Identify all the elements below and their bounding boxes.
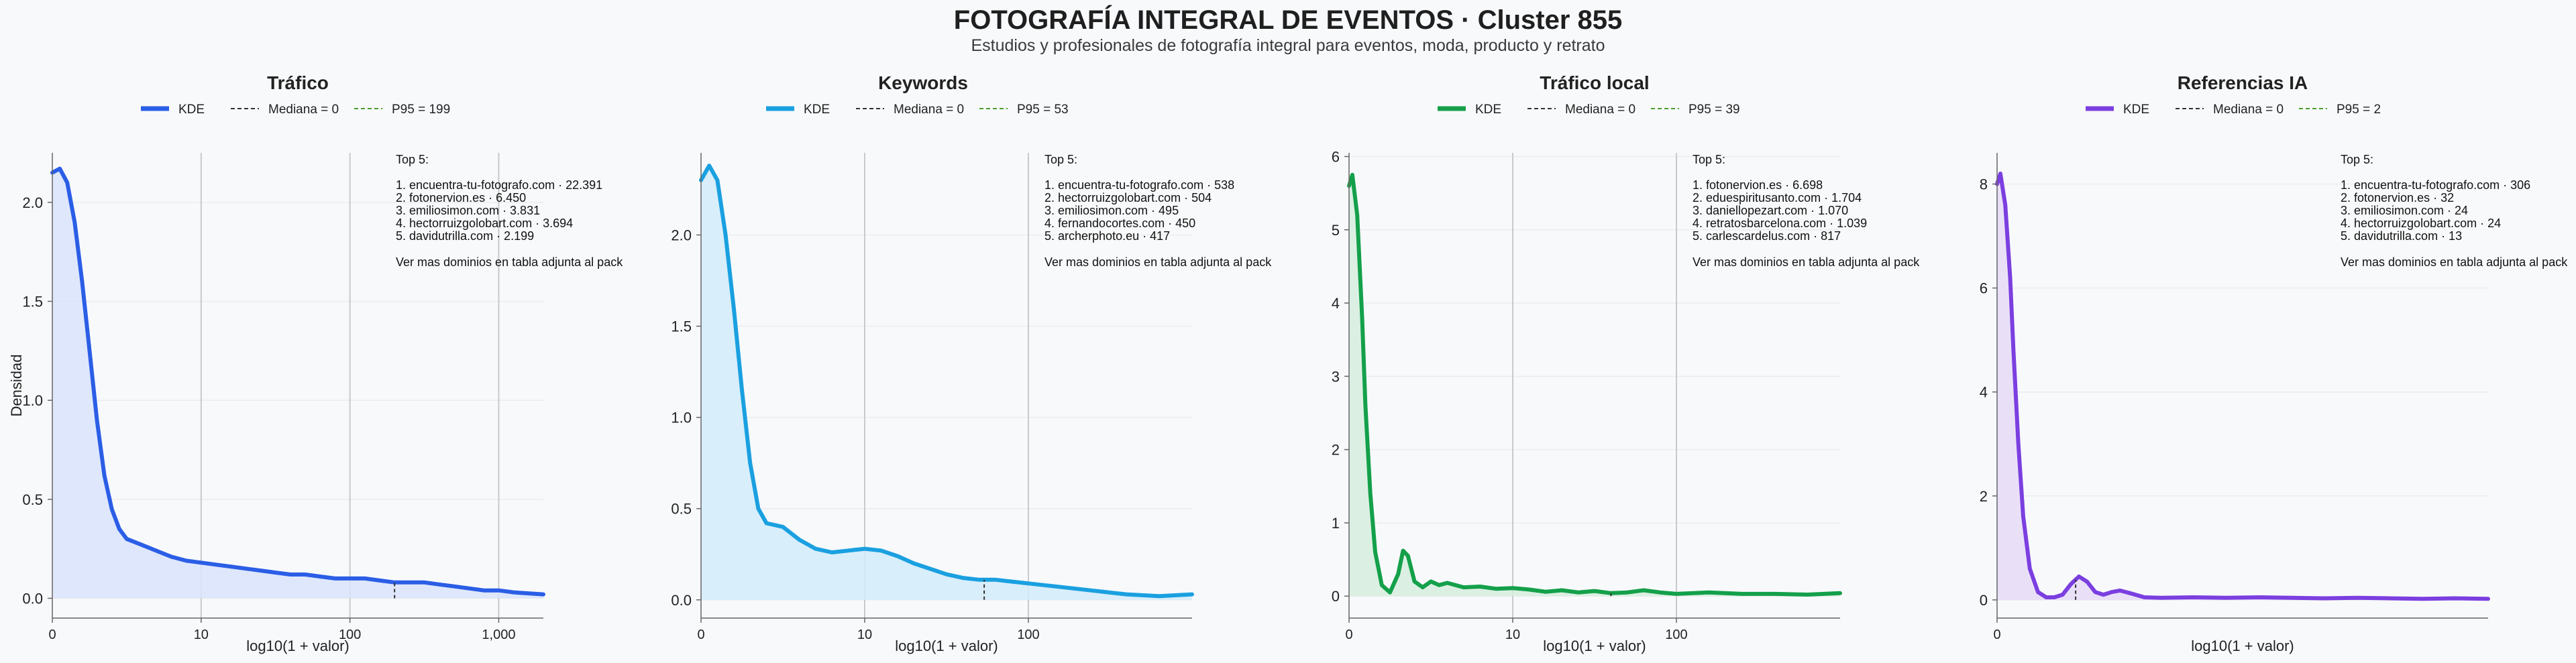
chart-title: Tráfico: [267, 72, 329, 93]
chart-title: Keywords: [878, 72, 968, 93]
x-tick-label: 100: [339, 627, 361, 642]
legend-kde-label: KDE: [2123, 103, 2149, 117]
top5-item: 1. encuentra-tu-fotografo.com · 538: [1044, 178, 1234, 192]
y-tick-label: 1.5: [22, 293, 43, 310]
y-tick-label: 3: [1332, 368, 1340, 385]
top5-item: 2. fotonervion.es · 6.450: [396, 191, 526, 204]
top5-item: 4. fernandocortes.com · 450: [1044, 217, 1195, 230]
legend-median-label: Mediana = 0: [894, 103, 964, 117]
y-tick-label: 0.5: [22, 491, 43, 508]
x-tick-label: 0: [1993, 627, 2000, 642]
y-tick-label: 4: [1332, 295, 1340, 312]
kde-line: [699, 164, 1194, 599]
legend-median-label: Mediana = 0: [268, 103, 339, 117]
top5-item: 2. eduespiritusanto.com · 1.704: [1693, 191, 1862, 204]
top5-item: 3. daniellopezart.com · 1.070: [1693, 204, 1848, 217]
x-tick-label: 10: [857, 627, 872, 642]
y-tick-label: 2: [1332, 442, 1340, 459]
y-tick-label: 1.0: [671, 410, 692, 426]
x-tick-label: 10: [194, 627, 209, 642]
top5-item: 5. davidutrilla.com · 2.199: [396, 229, 534, 243]
top5-note: Ver mas dominios en tabla adjunta al pac…: [396, 255, 623, 269]
top5-item: 4. hectorruizgolobart.com · 3.694: [396, 217, 573, 230]
y-axis-label: Densidad: [8, 355, 25, 417]
x-axis-label: log10(1 + valor): [1543, 638, 1646, 654]
top5-header: Top 5:: [2341, 153, 2373, 166]
legend-p95-label: P95 = 2: [2337, 103, 2381, 117]
y-tick-label: 2: [1980, 488, 1988, 505]
y-tick-label: 0.5: [671, 501, 692, 518]
top5-item: 1. encuentra-tu-fotografo.com · 22.391: [396, 178, 602, 192]
x-tick-label: 100: [1665, 627, 1687, 642]
y-tick-label: 1: [1332, 515, 1340, 532]
y-tick-label: 8: [1980, 176, 1988, 193]
y-tick-label: 2.0: [671, 227, 692, 243]
top5-item: 3. emiliosimon.com · 3.831: [396, 204, 540, 217]
y-tick-label: 4: [1980, 384, 1988, 401]
y-tick-label: 0.0: [671, 592, 692, 609]
legend-p95-label: P95 = 53: [1017, 103, 1069, 117]
y-tick-label: 5: [1332, 222, 1340, 239]
top5-item: 2. fotonervion.es · 32: [2341, 191, 2454, 204]
kde-area: [52, 168, 543, 599]
x-axis-label: log10(1 + valor): [2191, 638, 2294, 654]
x-axis-label: log10(1 + valor): [246, 638, 349, 654]
y-tick-label: 1.0: [22, 392, 43, 409]
top5-item: 1. fotonervion.es · 6.698: [1693, 178, 1823, 192]
top5-note: Ver mas dominios en tabla adjunta al pac…: [1693, 255, 1920, 269]
top5-header: Top 5:: [1693, 153, 1725, 166]
y-tick-label: 6: [1332, 148, 1340, 165]
y-tick-label: 0.0: [22, 590, 43, 607]
top5-item: 3. emiliosimon.com · 24: [2341, 204, 2468, 217]
y-tick-label: 0: [1980, 592, 1988, 609]
y-tick-label: 2.0: [22, 194, 43, 211]
top5-item: 5. carlescardelus.com · 817: [1693, 229, 1841, 243]
top5-header: Top 5:: [1044, 153, 1077, 166]
top5-item: 5. archerphoto.eu · 417: [1044, 229, 1170, 243]
top5-note: Ver mas dominios en tabla adjunta al pac…: [1044, 255, 1272, 269]
x-tick-label: 0: [48, 627, 56, 642]
chart-panel-2: Keywords KDE Mediana = 0 P95 = 53 0.0 0.5 1.0 1…: [671, 72, 1272, 654]
kde-area: [701, 166, 1192, 600]
x-axis-label: log10(1 + valor): [895, 638, 998, 654]
page-subtitle: Estudios y profesionales de fotografía i…: [971, 36, 1605, 55]
x-tick-label: 1,000: [482, 627, 515, 642]
x-tick-label: 0: [1345, 627, 1352, 642]
top5-item: 4. hectorruizgolobart.com · 24: [2341, 217, 2501, 230]
legend-median-label: Mediana = 0: [2213, 103, 2284, 117]
top5-note: Ver mas dominios en tabla adjunta al pac…: [2341, 255, 2568, 269]
x-tick-label: 0: [697, 627, 704, 642]
y-tick-label: 0: [1332, 588, 1340, 605]
chart-panel-1: Tráfico KDE Mediana = 0 P95 = 199 0.0 0.5 1.0 1…: [8, 72, 623, 654]
legend-kde-label: KDE: [1475, 103, 1501, 117]
y-tick-label: 6: [1980, 280, 1988, 297]
chart-panel-4: Referencias IA KDE Mediana = 0 P95 = 2 0 2 4 6 8…: [1980, 72, 2568, 654]
kde-line: [50, 166, 545, 597]
x-tick-label: 10: [1505, 627, 1520, 642]
legend-median-label: Mediana = 0: [1565, 103, 1635, 117]
chart-title: Tráfico local: [1540, 72, 1649, 93]
y-tick-label: 1.5: [671, 318, 692, 335]
kde-line: [1995, 172, 2490, 601]
legend-p95-label: P95 = 199: [392, 103, 450, 117]
top5-item: 1. encuentra-tu-fotografo.com · 306: [2341, 178, 2530, 192]
top5-item: 3. emiliosimon.com · 495: [1044, 204, 1179, 217]
chart-title: Referencias IA: [2178, 72, 2308, 93]
legend-kde-label: KDE: [178, 103, 205, 117]
top5-item: 4. retratosbarcelona.com · 1.039: [1693, 217, 1867, 230]
top5-item: 2. hectorruizgolobart.com · 504: [1044, 191, 1212, 204]
top5-header: Top 5:: [396, 153, 429, 166]
page-title: FOTOGRAFÍA INTEGRAL DE EVENTOS · Cluster…: [953, 5, 1623, 35]
top5-item: 5. davidutrilla.com · 13: [2341, 229, 2462, 243]
kde-line: [1347, 172, 1842, 597]
legend-kde-label: KDE: [804, 103, 830, 117]
x-tick-label: 100: [1017, 627, 1039, 642]
legend-p95-label: P95 = 39: [1688, 103, 1740, 117]
chart-panel-3: Tráfico local KDE Mediana = 0 P95 = 39 0 1 2 3 4…: [1332, 72, 1920, 654]
